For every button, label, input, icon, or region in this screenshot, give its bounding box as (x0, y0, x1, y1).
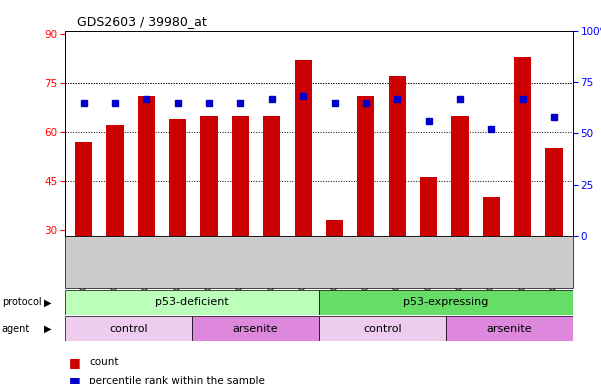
Bar (232, 116, 249, 236)
Bar (192, 316, 319, 341)
Bar (483, 197, 500, 236)
Bar (65, 290, 319, 315)
Bar (138, 96, 155, 236)
Text: protocol: protocol (2, 297, 41, 308)
Bar (446, 316, 573, 341)
Text: ■: ■ (69, 356, 81, 369)
Bar (294, 60, 312, 236)
Bar (201, 116, 218, 236)
Bar (389, 76, 406, 236)
Bar (319, 290, 573, 315)
Text: arsenite: arsenite (486, 323, 532, 334)
Bar (263, 116, 281, 236)
Text: agent: agent (2, 323, 30, 334)
Bar (319, 316, 446, 341)
Bar (65, 316, 192, 341)
Bar (545, 148, 563, 236)
Text: ▶: ▶ (44, 297, 51, 308)
Text: GDS2603 / 39980_at: GDS2603 / 39980_at (77, 15, 207, 28)
Bar (75, 142, 93, 236)
Text: ■: ■ (69, 375, 81, 384)
Text: p53-expressing: p53-expressing (403, 297, 489, 308)
Bar (326, 220, 343, 236)
Bar (169, 119, 186, 236)
Text: ▶: ▶ (44, 323, 51, 334)
Bar (451, 116, 469, 236)
Text: p53-deficient: p53-deficient (155, 297, 229, 308)
Bar (514, 57, 531, 236)
Bar (106, 125, 124, 236)
Text: control: control (109, 323, 148, 334)
Text: percentile rank within the sample: percentile rank within the sample (89, 376, 265, 384)
Text: arsenite: arsenite (233, 323, 278, 334)
Text: control: control (363, 323, 401, 334)
Bar (357, 96, 374, 236)
Bar (420, 177, 437, 236)
Text: count: count (89, 357, 118, 367)
